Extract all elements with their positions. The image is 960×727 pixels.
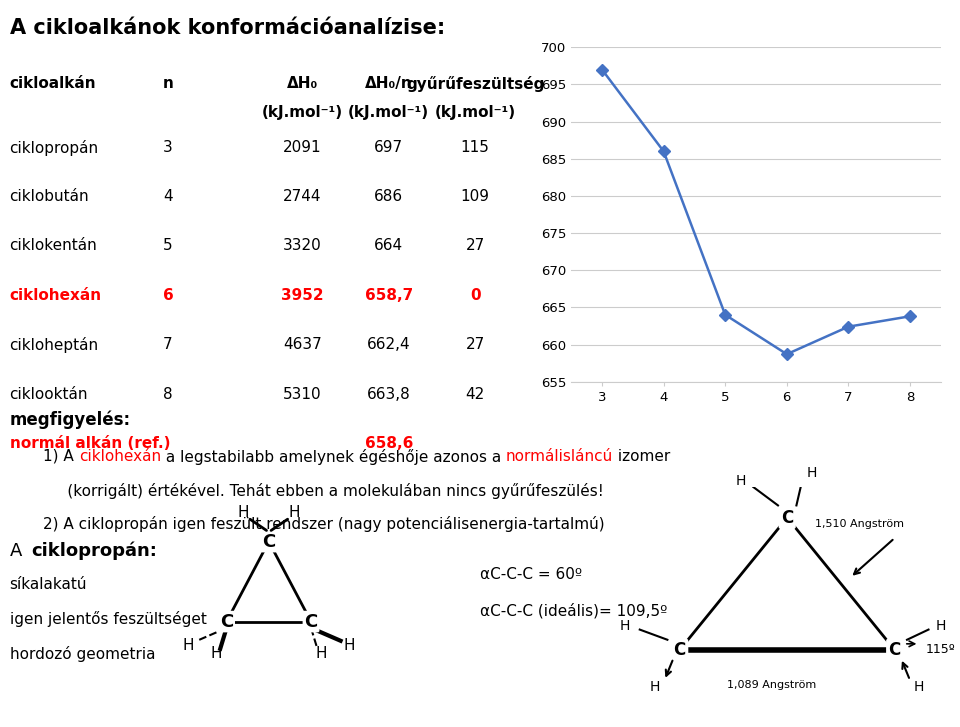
Text: 0: 0 bbox=[469, 288, 481, 303]
Text: ciklopropán:: ciklopropán: bbox=[32, 542, 157, 560]
Text: normálisláncú: normálisláncú bbox=[506, 449, 613, 464]
Text: 115: 115 bbox=[461, 140, 490, 155]
Text: 6: 6 bbox=[162, 288, 174, 303]
Text: H: H bbox=[316, 646, 327, 661]
Text: 4: 4 bbox=[163, 189, 173, 204]
Text: H: H bbox=[619, 619, 630, 632]
Text: C: C bbox=[889, 641, 900, 659]
Text: A: A bbox=[10, 542, 28, 560]
Text: H: H bbox=[736, 474, 746, 488]
Text: 3952: 3952 bbox=[281, 288, 324, 303]
Text: 8: 8 bbox=[163, 387, 173, 402]
Text: 3320: 3320 bbox=[283, 238, 322, 254]
Text: ciklooktán: ciklooktán bbox=[10, 387, 88, 402]
Text: ciklobután: ciklobután bbox=[10, 189, 89, 204]
Text: A cikloalkánok konformációanalízise:: A cikloalkánok konformációanalízise: bbox=[10, 18, 444, 39]
Text: 5: 5 bbox=[163, 238, 173, 254]
Text: 5310: 5310 bbox=[283, 387, 322, 402]
Text: 1) A: 1) A bbox=[43, 449, 79, 464]
Text: 1,510 Angström: 1,510 Angström bbox=[815, 519, 904, 529]
Text: C: C bbox=[220, 613, 233, 630]
Text: C: C bbox=[262, 533, 276, 550]
Text: ciklohexán: ciklohexán bbox=[10, 288, 102, 303]
Text: 2744: 2744 bbox=[283, 189, 322, 204]
Text: ciklopropán: ciklopropán bbox=[10, 140, 99, 156]
Text: 658,6: 658,6 bbox=[365, 436, 413, 451]
Text: 4637: 4637 bbox=[283, 337, 322, 353]
Text: (kJ.mol⁻¹): (kJ.mol⁻¹) bbox=[435, 105, 516, 121]
Text: izomer: izomer bbox=[613, 449, 671, 464]
Text: ΔH₀: ΔH₀ bbox=[287, 76, 318, 92]
Text: αC-C-C (ideális)= 109,5º: αC-C-C (ideális)= 109,5º bbox=[480, 603, 667, 619]
Text: hordozó geometria: hordozó geometria bbox=[10, 646, 156, 662]
Text: 2091: 2091 bbox=[283, 140, 322, 155]
Text: normál alkán (ref.): normál alkán (ref.) bbox=[10, 436, 170, 451]
Text: C: C bbox=[674, 641, 685, 659]
Text: H: H bbox=[238, 505, 250, 521]
Text: 3: 3 bbox=[163, 140, 173, 155]
Text: H: H bbox=[288, 505, 300, 521]
Text: 1,089 Angström: 1,089 Angström bbox=[728, 680, 816, 689]
Text: C: C bbox=[304, 613, 318, 630]
Text: 115º: 115º bbox=[925, 643, 955, 656]
Text: síkalakatú: síkalakatú bbox=[10, 577, 87, 592]
Text: H: H bbox=[182, 638, 194, 653]
Text: 686: 686 bbox=[374, 189, 403, 204]
Text: 42: 42 bbox=[466, 387, 485, 402]
Text: 697: 697 bbox=[374, 140, 403, 155]
Text: cikloheptán: cikloheptán bbox=[10, 337, 99, 353]
Text: (kJ.mol⁻¹): (kJ.mol⁻¹) bbox=[348, 105, 429, 121]
Text: 27: 27 bbox=[466, 337, 485, 353]
Text: H: H bbox=[650, 680, 660, 694]
Text: C: C bbox=[781, 509, 793, 526]
Text: 7: 7 bbox=[163, 337, 173, 353]
Text: 27: 27 bbox=[466, 238, 485, 254]
Text: ciklokentán: ciklokentán bbox=[10, 238, 97, 254]
Text: 2) A ciklopropán igen feszült rendszer (nagy potenciálisenergia-tartalmú): 2) A ciklopropán igen feszült rendszer (… bbox=[43, 516, 605, 532]
Text: 663,8: 663,8 bbox=[367, 387, 411, 402]
Text: 664: 664 bbox=[374, 238, 403, 254]
Text: (kJ.mol⁻¹): (kJ.mol⁻¹) bbox=[262, 105, 343, 121]
Text: ΔH₀/n: ΔH₀/n bbox=[365, 76, 413, 92]
Text: 662,4: 662,4 bbox=[367, 337, 411, 353]
Text: cikloalkán: cikloalkán bbox=[10, 76, 96, 92]
Text: n: n bbox=[162, 76, 174, 92]
Text: H: H bbox=[344, 638, 355, 653]
Text: 109: 109 bbox=[461, 189, 490, 204]
Text: H: H bbox=[806, 466, 817, 480]
Text: H: H bbox=[210, 646, 222, 661]
Text: gyűrűfeszültség: gyűrűfeszültség bbox=[406, 76, 544, 92]
Text: H: H bbox=[936, 619, 946, 632]
Text: megfigyelés:: megfigyelés: bbox=[10, 411, 131, 429]
Text: αC-C-C = 60º: αC-C-C = 60º bbox=[480, 567, 582, 582]
Text: H: H bbox=[914, 680, 924, 694]
Text: a legstabilabb amelynek égéshője azonos a: a legstabilabb amelynek égéshője azonos … bbox=[161, 449, 506, 465]
Text: 658,7: 658,7 bbox=[365, 288, 413, 303]
Text: ciklohexán: ciklohexán bbox=[79, 449, 161, 464]
Text: (korrigált) értékével. Tehát ebben a molekulában nincs gyűrűfeszülés!: (korrigált) értékével. Tehát ebben a mol… bbox=[43, 483, 604, 499]
Text: igen jelentős feszültséget: igen jelentős feszültséget bbox=[10, 611, 206, 627]
